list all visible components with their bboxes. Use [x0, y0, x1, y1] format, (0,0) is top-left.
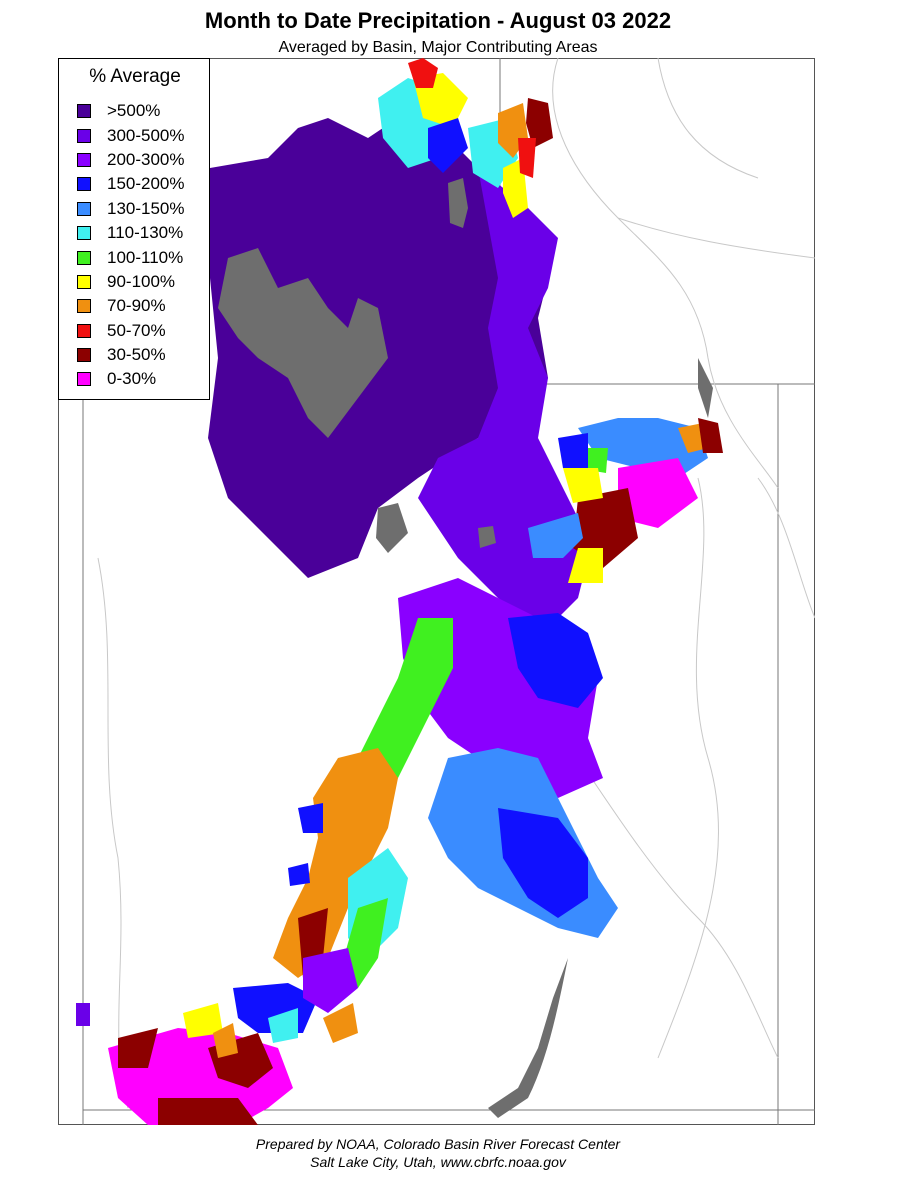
legend-item: 0-30%	[77, 367, 185, 391]
legend-label: 130-150%	[107, 198, 185, 218]
lakes	[218, 178, 496, 553]
legend-label: 30-50%	[107, 345, 166, 365]
legend-swatch	[77, 177, 91, 192]
legend-item: 130-150%	[77, 197, 185, 221]
legend-item: 70-90%	[77, 294, 185, 318]
legend-list: >500% 300-500% 200-300% 150-200% 130-150% 110…	[77, 99, 185, 392]
legend-item: 30-50%	[77, 343, 185, 367]
lake-powell	[488, 958, 568, 1118]
map-subtitle: Averaged by Basin, Major Contributing Ar…	[278, 39, 598, 56]
legend-swatch	[77, 250, 91, 265]
flaming-gorge	[698, 358, 713, 418]
map-title: Month to Date Precipitation - August 03 …	[204, 8, 672, 33]
legend-swatch	[77, 128, 91, 143]
legend-swatch	[77, 299, 91, 314]
legend-item: 90-100%	[77, 270, 185, 294]
legend-label: 70-90%	[107, 296, 166, 316]
legend-label: 0-30%	[107, 369, 157, 389]
credit-line-2: Salt Lake City, Utah, www.cbrfc.noaa.gov	[310, 1154, 566, 1170]
legend-swatch	[77, 372, 91, 387]
river-lines	[97, 58, 815, 1109]
legend-label: 150-200%	[107, 174, 185, 194]
legend-item: >500%	[77, 99, 185, 123]
legend-swatch	[77, 104, 91, 119]
legend-swatch	[77, 348, 91, 363]
legend: % Average >500% 300-500% 200-300% 150-200% 1…	[58, 58, 210, 400]
legend-swatch	[77, 323, 91, 338]
legend-swatch	[77, 152, 91, 167]
legend-swatch	[77, 226, 91, 241]
legend-label: 110-130%	[107, 223, 184, 243]
legend-label: 50-70%	[107, 320, 166, 340]
precipitation-map	[58, 58, 815, 1125]
legend-item: 300-500%	[77, 123, 185, 147]
legend-item: 200-300%	[77, 148, 185, 172]
legend-label: >500%	[107, 101, 161, 121]
legend-swatch	[77, 201, 91, 216]
legend-item: 100-110%	[77, 245, 185, 269]
legend-label: 200-300%	[107, 149, 185, 169]
legend-title: % Average	[89, 66, 181, 87]
legend-item: 110-130%	[77, 221, 185, 245]
legend-label: 90-100%	[107, 271, 176, 291]
legend-label: 100-110%	[107, 247, 184, 267]
legend-label: 300-500%	[107, 125, 185, 145]
credit-line-1: Prepared by NOAA, Colorado Basin River F…	[255, 1136, 621, 1152]
legend-swatch	[77, 274, 91, 289]
legend-item: 150-200%	[77, 172, 185, 196]
basin-regions	[76, 58, 723, 1125]
legend-item: 50-70%	[77, 319, 185, 343]
